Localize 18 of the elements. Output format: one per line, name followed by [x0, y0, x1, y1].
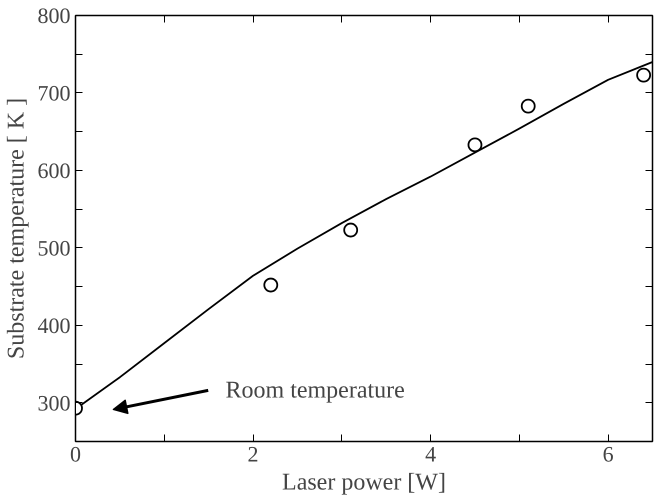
annotation: Room temperature — [226, 377, 405, 404]
x-axis-title: Laser power [W] — [282, 470, 446, 496]
point — [343, 222, 358, 238]
y-tick-label: 600 — [38, 158, 70, 183]
y-tick-label: 800 — [38, 3, 70, 28]
y-tick-label: 500 — [38, 235, 70, 260]
x-tick-label: 6 — [602, 442, 614, 466]
x-tick-label: 2 — [248, 442, 259, 466]
y-tick-label: 400 — [38, 312, 70, 338]
y-tick-label: 700 — [38, 80, 70, 106]
x-tick-label: 0 — [70, 442, 81, 466]
point — [263, 278, 278, 292]
point — [468, 137, 482, 152]
y-tick-label: 300 — [38, 390, 70, 416]
x-tick-label: 4 — [425, 442, 436, 466]
y-axis-title: Substrate temperature [ K ] — [4, 98, 30, 360]
point — [636, 68, 652, 83]
point — [520, 98, 536, 114]
